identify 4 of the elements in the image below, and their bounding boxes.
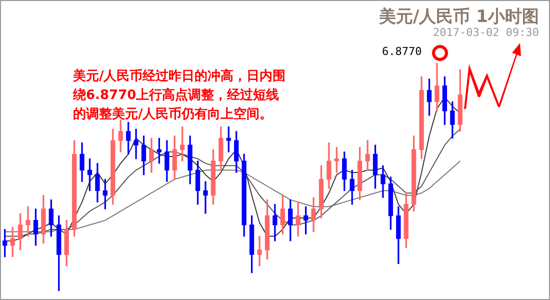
text: 2017-03-02 09:30: [433, 26, 539, 39]
annotation: 美元/人民币经过昨日的冲高，日内围绕6.8770上行高点调整，经过短线的调整美元/人民币仍有向上空间。: [73, 68, 287, 124]
chart-title: 美元/人民币 1小时图: [379, 6, 539, 28]
text: 6.8770: [382, 45, 422, 58]
